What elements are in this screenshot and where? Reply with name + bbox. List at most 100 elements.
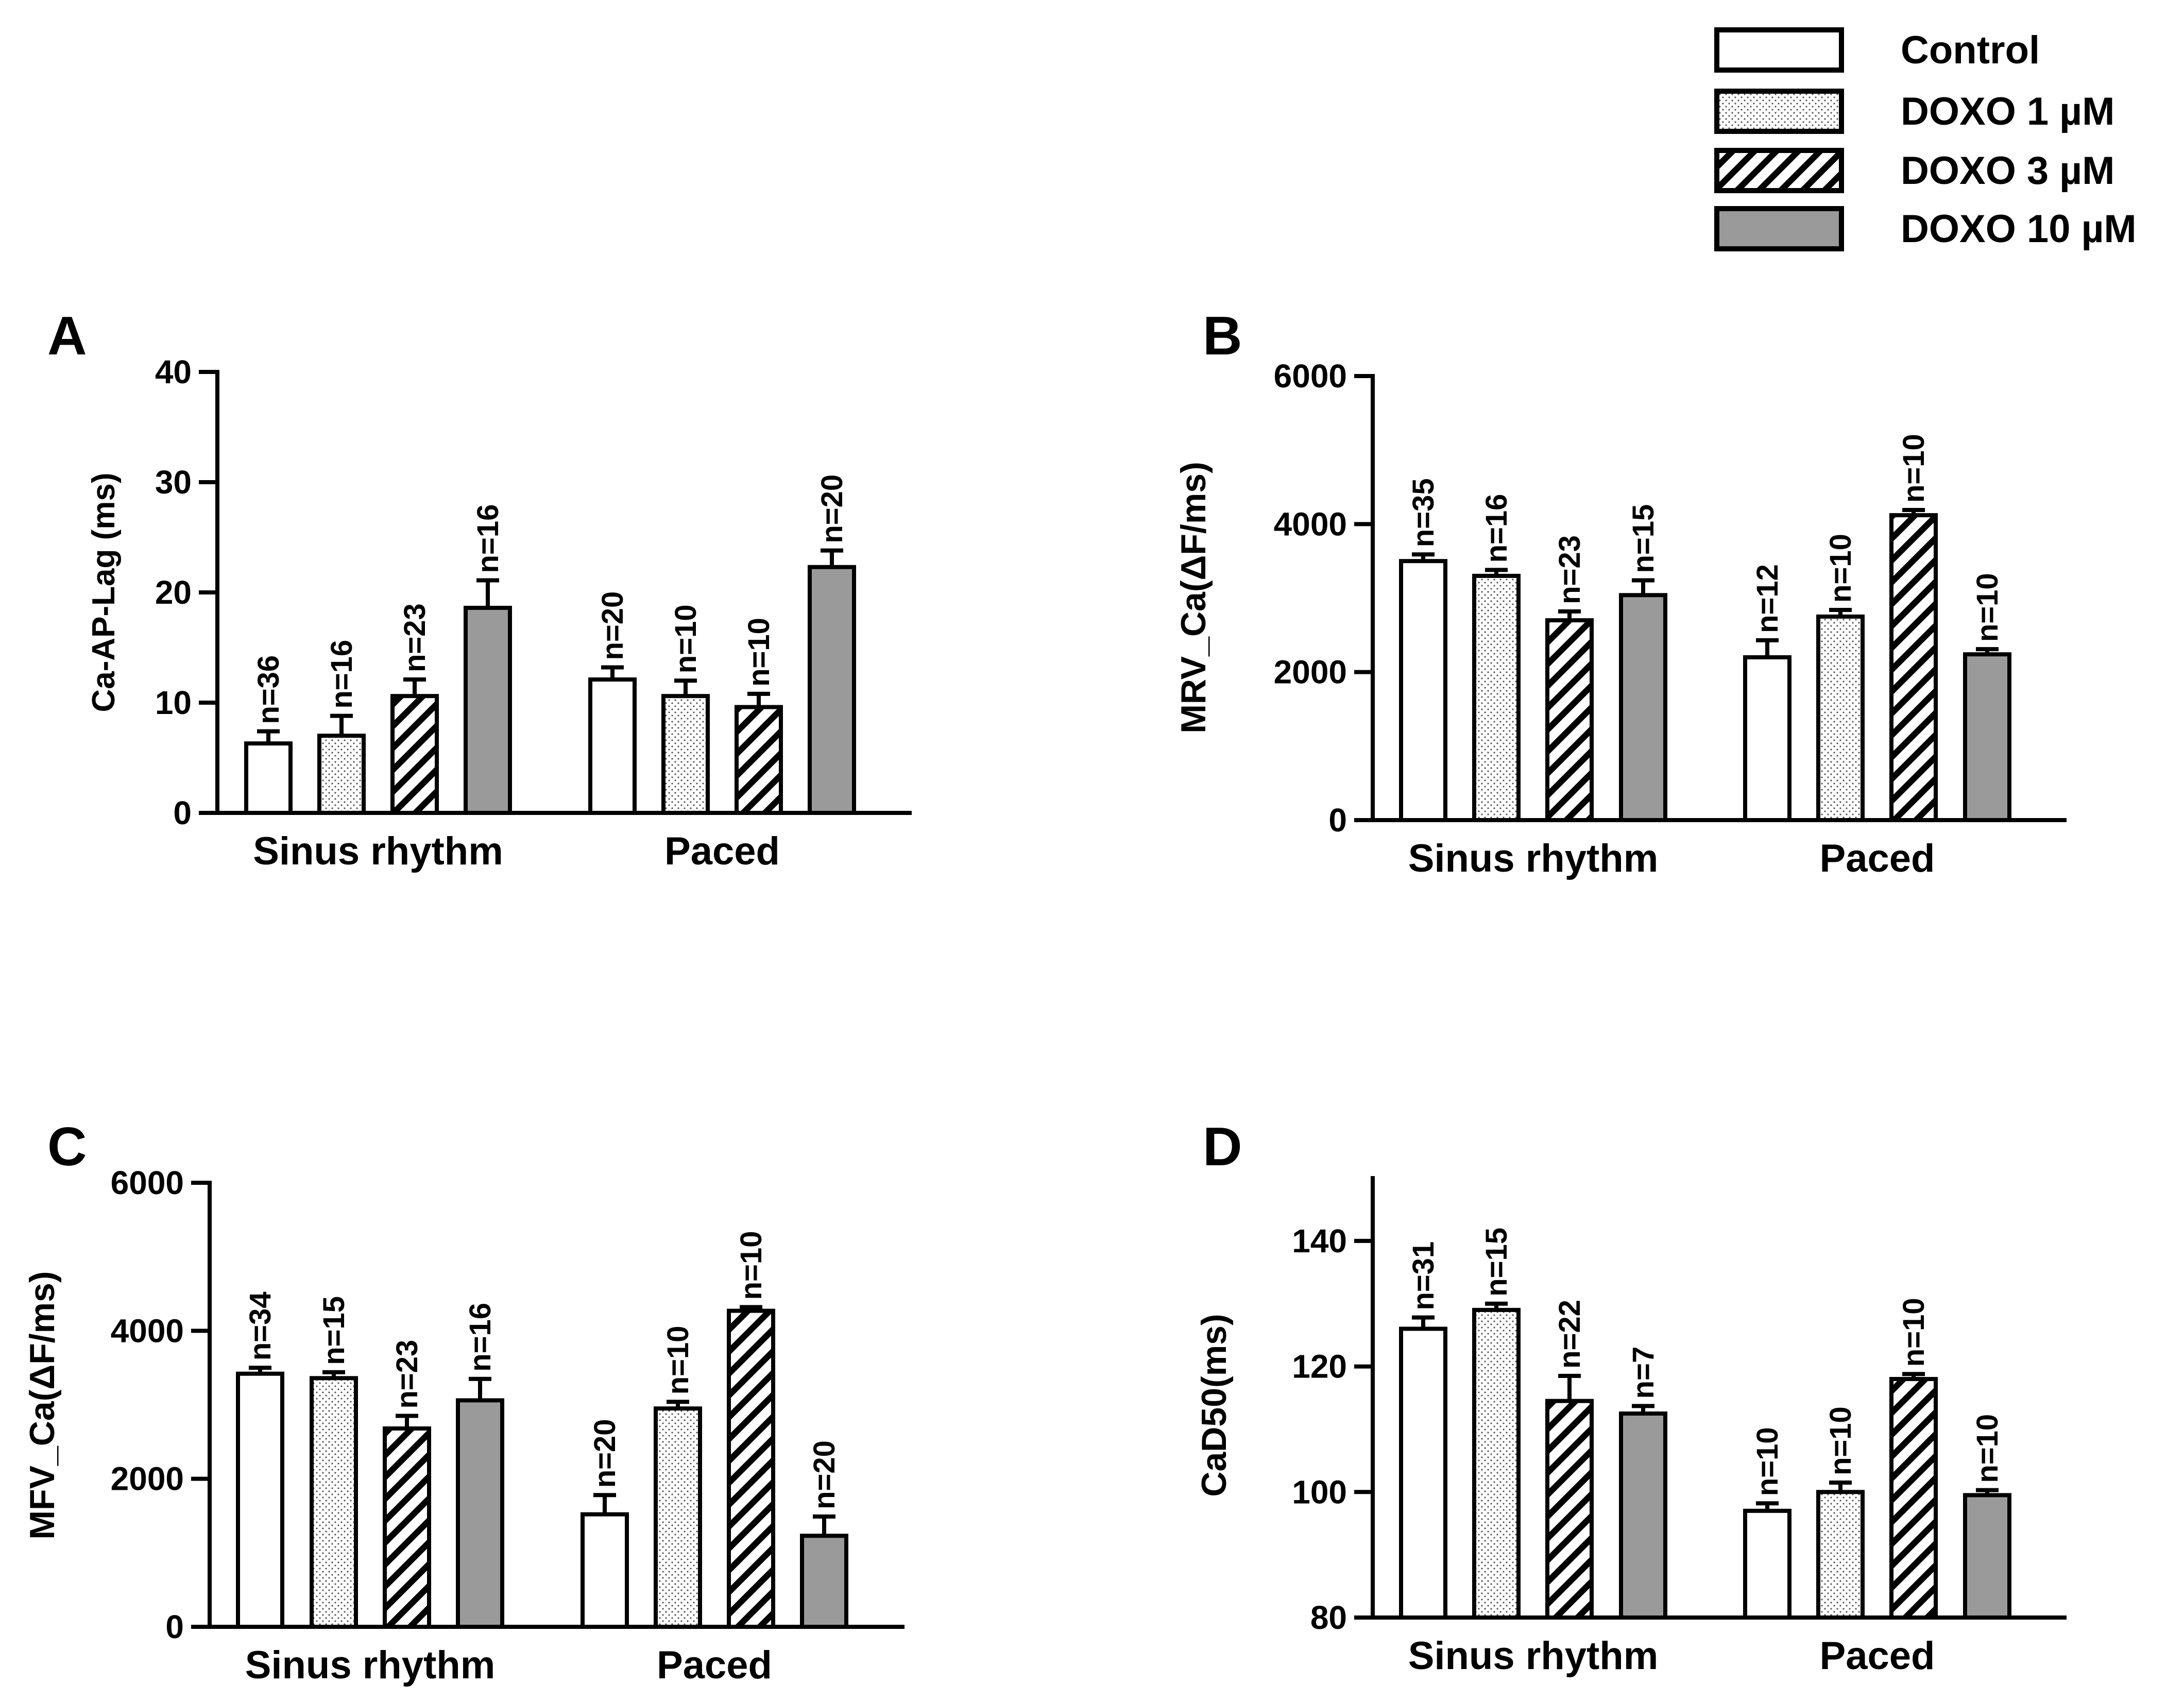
bar-doxo3-paced — [727, 1308, 775, 1629]
y-axis-label: MRV_Ca(ΔF/ms) — [1174, 462, 1213, 734]
y-axis-label: Ca-AP-Lag (ms) — [86, 472, 122, 712]
y-tick-label: 2000 — [111, 1460, 184, 1498]
y-tick-label: 40 — [155, 353, 192, 390]
legend-swatch-doxo1 — [1714, 89, 1844, 134]
panel-letter: A — [47, 305, 87, 366]
bar-doxo10-paced — [1963, 1493, 2011, 1620]
y-tick-label: 80 — [1310, 1599, 1347, 1636]
bar-doxo1-sinus-rhythm — [1472, 1307, 1521, 1620]
bar-doxo3-sinus-rhythm — [383, 1426, 431, 1629]
bar-doxo3-paced — [1889, 1376, 1938, 1620]
bar-control-sinus-rhythm — [1399, 559, 1447, 822]
legend: Control DOXO 1 µM DOXO 3 µM DOXO 10 µM — [1714, 27, 2137, 251]
bar-doxo1-sinus-rhythm — [310, 1376, 358, 1629]
n-label-control-paced: n=20 — [588, 1419, 622, 1488]
legend-item-control: Control — [1714, 27, 2040, 73]
panel-letter: D — [1203, 1116, 1242, 1177]
n-label-doxo3-paced: n=10 — [1897, 1298, 1931, 1367]
y-tick-label: 0 — [173, 794, 192, 831]
bar-control-paced — [581, 1512, 629, 1629]
y-tick-label: 20 — [155, 574, 192, 611]
n-label-doxo1-paced: n=10 — [1824, 534, 1857, 603]
x-category-label: Paced — [1820, 837, 1935, 880]
bar-doxo10-paced — [808, 565, 856, 815]
bar-doxo1-sinus-rhythm — [1472, 573, 1521, 823]
y-tick-label: 4000 — [111, 1312, 184, 1349]
y-tick-label: 120 — [1292, 1348, 1347, 1385]
bar-doxo3-paced — [1889, 513, 1938, 822]
n-label-doxo10-paced: n=10 — [1971, 1414, 2004, 1483]
n-label-doxo3-paced: n=10 — [1897, 434, 1931, 503]
n-label-doxo3-sinus-rhythm: n=23 — [390, 1340, 424, 1409]
panel-b: B 0 2000 4000 6000 MRV_Ca(ΔF/ms) n=35 n=16 n=23… — [1174, 305, 2067, 880]
y-tick-label: 0 — [1328, 802, 1347, 839]
x-category-label: Sinus rhythm — [245, 1643, 496, 1687]
panel-d: D 80 100 120 140 CaD50(ms) n=31 n=15 n=22 n=7 Sin… — [1195, 1116, 2067, 1678]
n-label-doxo10-sinus-rhythm: n=16 — [471, 504, 505, 573]
bar-doxo10-sinus-rhythm — [1619, 593, 1667, 822]
n-label-doxo3-paced: n=10 — [735, 1231, 768, 1300]
n-label-doxo1-sinus-rhythm: n=16 — [325, 640, 359, 709]
bar-control-sinus-rhythm — [244, 741, 293, 815]
n-label-control-paced: n=12 — [1751, 564, 1784, 633]
n-label-doxo1-sinus-rhythm: n=15 — [1480, 1228, 1513, 1297]
n-label-doxo1-sinus-rhythm: n=16 — [1480, 494, 1513, 563]
n-label-doxo1-paced: n=10 — [661, 1325, 695, 1394]
y-tick-label: 10 — [155, 684, 192, 721]
bar-control-paced — [1743, 1508, 1791, 1620]
y-tick-label: 30 — [155, 464, 192, 501]
bar-doxo1-sinus-rhythm — [317, 734, 366, 815]
n-label-doxo10-sinus-rhythm: n=16 — [464, 1303, 497, 1372]
n-label-doxo10-paced: n=10 — [1971, 573, 2004, 642]
bar-doxo10-sinus-rhythm — [456, 1398, 504, 1629]
y-tick-label: 100 — [1292, 1473, 1347, 1510]
x-category-label: Sinus rhythm — [1408, 1634, 1659, 1678]
bar-doxo3-paced — [735, 705, 783, 815]
legend-item-doxo3: DOXO 3 µM — [1714, 148, 2114, 193]
bar-control-sinus-rhythm — [1399, 1326, 1447, 1620]
n-label-doxo10-paced: n=20 — [815, 474, 849, 543]
x-category-label: Sinus rhythm — [1408, 837, 1659, 880]
n-label-control-paced: n=20 — [596, 591, 629, 660]
panel-letter: C — [47, 1116, 87, 1177]
bar-doxo3-sinus-rhythm — [1545, 618, 1594, 822]
bar-doxo10-sinus-rhythm — [464, 605, 512, 815]
n-label-doxo3-sinus-rhythm: n=23 — [398, 603, 432, 672]
y-tick-label: 6000 — [1274, 358, 1347, 395]
n-label-control-sinus-rhythm: n=35 — [1407, 478, 1440, 547]
panel-c: C 0 2000 4000 6000 MFV_Ca(ΔF/ms) n=34 n=15 n=23… — [23, 1116, 905, 1687]
x-category-label: Paced — [657, 1643, 772, 1687]
n-label-doxo10-paced: n=20 — [808, 1440, 841, 1509]
n-label-doxo1-sinus-rhythm: n=15 — [317, 1296, 351, 1365]
bar-control-paced — [1743, 655, 1791, 823]
bar-doxo3-sinus-rhythm — [1545, 1399, 1594, 1620]
n-label-control-sinus-rhythm: n=34 — [244, 1291, 277, 1360]
bar-doxo1-paced — [1816, 1490, 1865, 1620]
panel-a: A 0 10 20 30 40 Ca-AP-Lag (ms) n=36 n=16 n=23 n=1… — [47, 305, 912, 873]
legend-label-control: Control — [1901, 28, 2040, 72]
x-category-label: Paced — [1820, 1634, 1935, 1678]
x-category-label: Sinus rhythm — [253, 829, 503, 873]
legend-label-doxo1: DOXO 1 µM — [1901, 90, 2114, 133]
n-label-control-sinus-rhythm: n=31 — [1407, 1241, 1440, 1311]
bar-control-paced — [588, 677, 637, 815]
legend-swatch-control — [1714, 27, 1844, 73]
legend-item-doxo10: DOXO 10 µM — [1714, 206, 2137, 251]
legend-label-doxo10: DOXO 10 µM — [1901, 207, 2137, 251]
y-axis-label: CaD50(ms) — [1195, 1314, 1234, 1496]
legend-swatch-doxo10 — [1714, 206, 1844, 251]
bar-control-sinus-rhythm — [236, 1371, 284, 1629]
n-label-doxo10-sinus-rhythm: n=7 — [1627, 1347, 1660, 1399]
n-label-doxo3-sinus-rhythm: n=23 — [1553, 535, 1586, 604]
n-label-control-sinus-rhythm: n=36 — [252, 655, 285, 724]
bar-doxo1-paced — [654, 1406, 702, 1629]
n-label-doxo3-paced: n=10 — [742, 618, 776, 687]
bar-doxo10-paced — [800, 1534, 848, 1629]
n-label-doxo3-sinus-rhythm: n=22 — [1553, 1300, 1586, 1369]
n-label-control-paced: n=10 — [1751, 1427, 1784, 1496]
y-axis-label: MFV_Ca(ΔF/ms) — [23, 1271, 62, 1539]
panel-letter: B — [1203, 305, 1242, 366]
y-tick-label: 2000 — [1274, 654, 1347, 691]
n-label-doxo1-paced: n=10 — [1824, 1406, 1857, 1475]
